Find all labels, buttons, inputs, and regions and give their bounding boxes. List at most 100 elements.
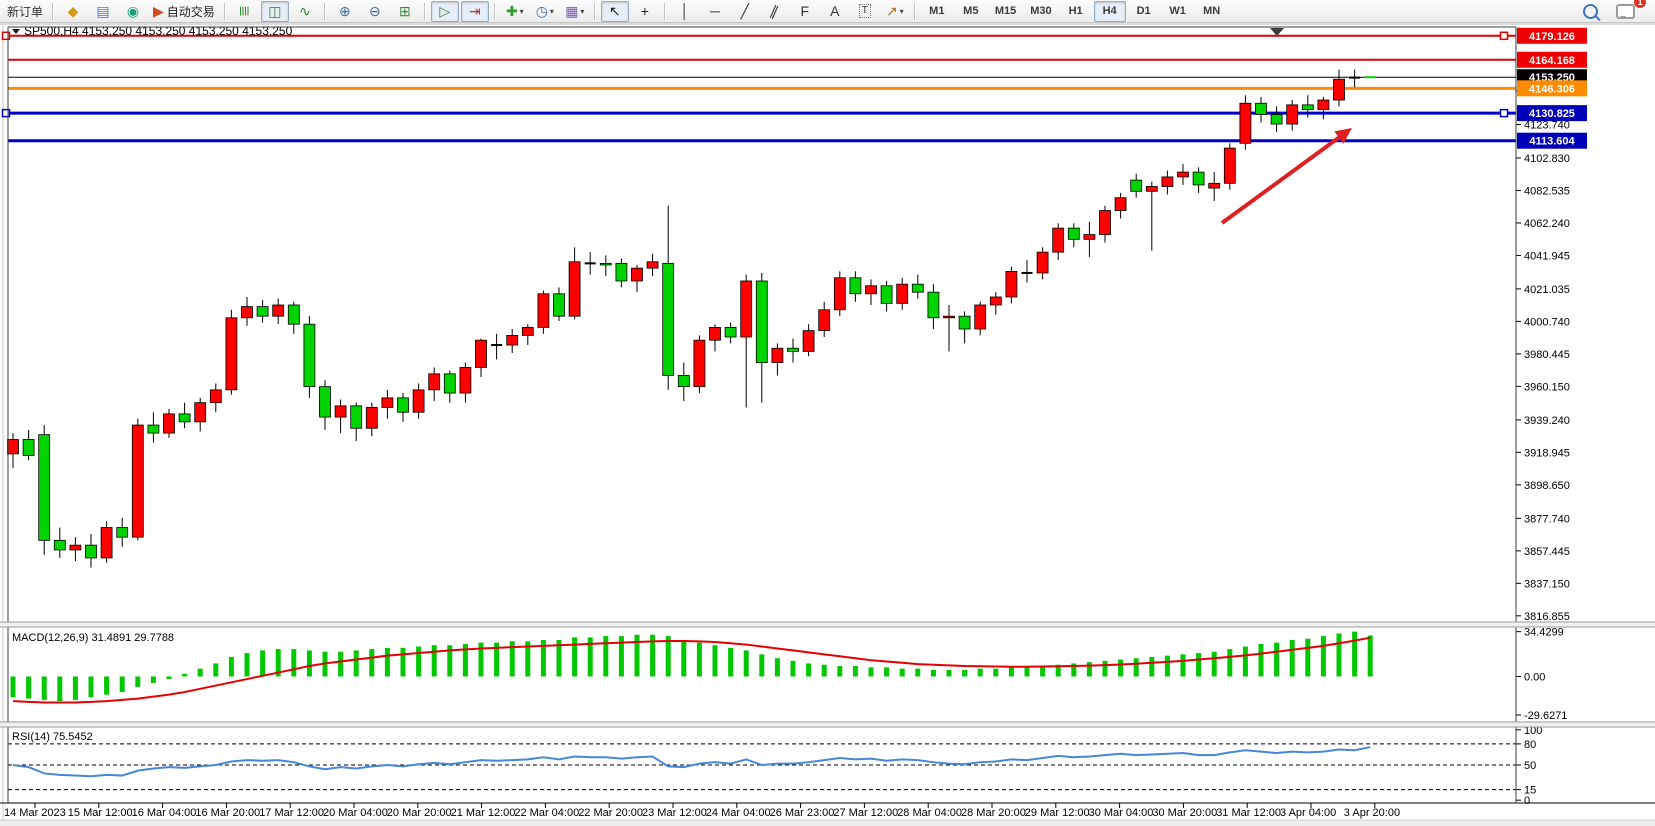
macd-axis-value: 34.4299 [1524, 627, 1564, 639]
candle-body [974, 304, 987, 330]
timeframe-m30-button[interactable]: M30 [1024, 1, 1057, 22]
price-label-text: 4146.306 [1529, 83, 1575, 95]
candle-body [818, 309, 831, 332]
tile-windows-button[interactable]: ⊞ [391, 1, 419, 22]
crosshair-icon: + [640, 3, 649, 19]
chart-title: SP500,H4 4153.250 4153.250 4153.250 4153… [24, 24, 293, 38]
candle-body [319, 386, 331, 418]
price-axis-value: 3816.855 [1524, 611, 1570, 623]
horizontal-line-button[interactable]: ─ [701, 1, 729, 22]
trendline-icon: ╱ [740, 3, 750, 19]
line-chart-button[interactable]: ∿ [291, 1, 319, 22]
candle-body [225, 317, 238, 391]
line-handle[interactable] [1499, 108, 1509, 118]
indicators-button[interactable]: ✚ ▾ [501, 1, 529, 22]
chart-menu-icon[interactable] [12, 29, 20, 34]
timeframe-h1-button[interactable]: H1 [1060, 1, 1092, 22]
rsi-line [12, 746, 1371, 778]
templates-button[interactable]: ▦ ▾ [561, 1, 589, 22]
timeframe-w1-button[interactable]: W1 [1162, 1, 1194, 22]
search-button[interactable] [1576, 1, 1604, 22]
fibonacci-button[interactable]: F [791, 1, 819, 22]
timeframe-d1-button[interactable]: D1 [1128, 1, 1160, 22]
time-axis-label: 28 Mar 20:00 [961, 807, 1026, 819]
rsi-axis-value: 0 [1524, 795, 1530, 807]
dropdown-arrow-icon: ▾ [549, 6, 554, 16]
timeframe-mn-button[interactable]: MN [1196, 1, 1228, 22]
candle-body [958, 315, 971, 330]
candle-body [163, 413, 175, 434]
candle-body [755, 280, 768, 364]
candle-body [568, 261, 581, 317]
bar-chart-icon: ≣ [236, 5, 253, 17]
zoom-out-button[interactable]: ⊖ [361, 1, 389, 22]
price-label-text: 4179.126 [1529, 31, 1575, 43]
time-axis-label: 31 Mar 12:00 [1216, 807, 1281, 819]
candle-body [209, 389, 222, 404]
bar-chart-button[interactable]: ≣ [231, 1, 259, 22]
timeframe-m15-button-label: M15 [994, 5, 1017, 17]
new-order-button[interactable]: 新订单 [3, 1, 47, 22]
auto-scroll-button[interactable]: ▷ [430, 0, 459, 22]
crosshair-button[interactable]: + [631, 1, 659, 22]
periods-button[interactable]: ◷ ▾ [531, 1, 559, 22]
time-axis-label: 14 Mar 2023 [4, 807, 66, 819]
chart-shift-button[interactable]: ⇥ [460, 0, 489, 22]
data-window-button[interactable]: ▤ [89, 1, 117, 22]
timeframe-h4-button-label: H4 [1102, 5, 1117, 17]
line-handle[interactable] [1499, 31, 1509, 41]
line-handle[interactable] [1, 108, 11, 118]
fibonacci-icon: F [800, 3, 810, 19]
price-label-text: 4164.168 [1529, 55, 1575, 67]
price-axis-value: 3898.650 [1524, 480, 1570, 492]
text-button[interactable]: A [821, 1, 849, 22]
tile-windows-icon: ⊞ [398, 3, 411, 19]
toolbar-separator [323, 2, 326, 20]
candlestick-chart-button[interactable]: ◫ [260, 0, 289, 22]
zoom-in-button[interactable]: ⊕ [331, 1, 359, 22]
candle-body [537, 293, 550, 328]
candle-body [521, 327, 534, 336]
price-axis-value: 3837.150 [1524, 578, 1570, 590]
candle-body [381, 397, 394, 408]
trend-arrow-head[interactable] [1334, 128, 1352, 144]
candle-body [475, 339, 487, 368]
arrows-button[interactable]: ↗ ▾ [881, 1, 909, 22]
channel-button[interactable]: ∥ [761, 1, 789, 22]
autotrading-button[interactable]: ▶ 自动交易 [149, 1, 219, 22]
cursor-button[interactable]: ↖ [600, 0, 629, 22]
trendline-button[interactable]: ╱ [731, 1, 759, 22]
candle-body [631, 267, 643, 282]
time-axis-label: 16 Mar 04:00 [132, 807, 197, 819]
chart-shift-marker[interactable] [1270, 28, 1284, 36]
chat-icon [1615, 3, 1635, 19]
rsi-axis-value: 100 [1524, 725, 1542, 737]
autotrading-button-label: 自动交易 [166, 4, 215, 19]
timeframe-m5-button[interactable]: M5 [955, 1, 987, 22]
vertical-line-button[interactable]: │ [671, 1, 699, 22]
timeframe-m15-button[interactable]: M15 [989, 1, 1022, 22]
price-axis-value: 4041.945 [1524, 250, 1570, 262]
toolbar-separator [52, 2, 55, 20]
time-axis-label: 21 Mar 12:00 [451, 807, 516, 819]
candle-body [771, 347, 784, 364]
trend-arrow[interactable] [1220, 132, 1346, 225]
signals-button[interactable]: ◉ [119, 1, 147, 22]
line-handle[interactable] [1, 31, 11, 41]
market-watch-button[interactable]: ◆ [59, 1, 87, 22]
candle-body [1301, 104, 1314, 111]
candle-body [350, 405, 363, 429]
chat-button[interactable]: 1 [1611, 0, 1646, 22]
notification-badge: 1 [1634, 0, 1646, 8]
timeframe-h4-button[interactable]: H4 [1093, 0, 1126, 22]
panel-splitter[interactable] [0, 722, 1655, 727]
candle-body [1286, 104, 1299, 125]
text-label-button[interactable]: T [851, 1, 879, 22]
timeframe-mn-button-label: MN [1203, 5, 1221, 17]
candle-body [802, 330, 815, 352]
panel-splitter[interactable] [0, 622, 1655, 627]
timeframe-m1-button[interactable]: M1 [921, 1, 953, 22]
timeframe-m1-button-label: M1 [929, 5, 945, 17]
candle-body [1036, 251, 1049, 274]
timeframe-m30-button-label: M30 [1030, 5, 1052, 17]
